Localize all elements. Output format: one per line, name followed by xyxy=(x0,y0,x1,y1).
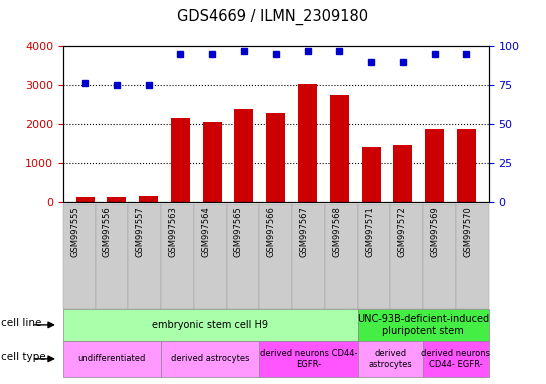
Text: GSM997569: GSM997569 xyxy=(431,207,440,257)
Text: GSM997567: GSM997567 xyxy=(300,207,308,257)
Text: GSM997563: GSM997563 xyxy=(169,207,177,257)
Text: derived astrocytes: derived astrocytes xyxy=(171,354,250,363)
Text: cell line: cell line xyxy=(1,318,41,328)
Bar xyxy=(75,197,94,202)
Text: embryonic stem cell H9: embryonic stem cell H9 xyxy=(152,320,268,330)
Text: derived
astrocytes: derived astrocytes xyxy=(369,349,412,369)
Bar xyxy=(393,145,412,202)
Bar xyxy=(457,129,476,202)
Bar xyxy=(298,84,317,202)
Text: GSM997556: GSM997556 xyxy=(103,207,112,257)
Text: derived neurons
CD44- EGFR-: derived neurons CD44- EGFR- xyxy=(422,349,490,369)
Text: cell type: cell type xyxy=(1,352,46,362)
Bar xyxy=(266,113,285,202)
Text: GSM997565: GSM997565 xyxy=(234,207,243,257)
Bar xyxy=(234,109,253,202)
Text: GSM997566: GSM997566 xyxy=(267,207,276,257)
Text: GSM997557: GSM997557 xyxy=(136,207,145,257)
Text: undifferentiated: undifferentiated xyxy=(78,354,146,363)
Bar xyxy=(107,197,126,202)
Text: GSM997555: GSM997555 xyxy=(70,207,79,257)
Bar xyxy=(361,147,381,202)
Bar xyxy=(330,95,349,202)
Text: UNC-93B-deficient-induced
pluripotent stem: UNC-93B-deficient-induced pluripotent st… xyxy=(357,314,489,336)
Text: GSM997568: GSM997568 xyxy=(333,207,341,257)
Text: GSM997571: GSM997571 xyxy=(365,207,374,257)
Text: GDS4669 / ILMN_2309180: GDS4669 / ILMN_2309180 xyxy=(177,9,369,25)
Text: GSM997570: GSM997570 xyxy=(464,207,472,257)
Bar xyxy=(203,121,222,202)
Bar xyxy=(425,129,444,202)
Text: GSM997564: GSM997564 xyxy=(201,207,210,257)
Text: GSM997572: GSM997572 xyxy=(398,207,407,257)
Bar xyxy=(139,196,158,202)
Text: derived neurons CD44-
EGFR-: derived neurons CD44- EGFR- xyxy=(260,349,357,369)
Bar xyxy=(171,118,190,202)
